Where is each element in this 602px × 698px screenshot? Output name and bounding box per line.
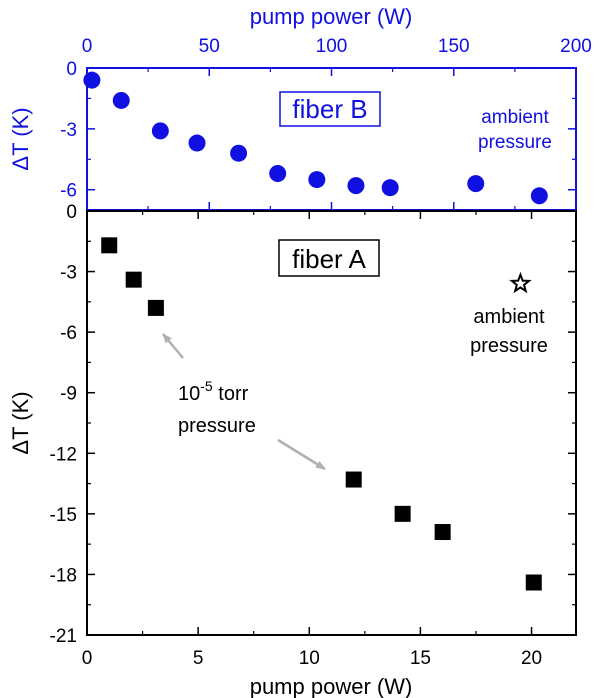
top-x-axis-label: pump power (W) [250, 4, 413, 29]
bottom-y-tick-label-zero: 0 [66, 202, 77, 223]
top-x-tick-label: 150 [438, 36, 470, 57]
fiber-b-label: fiber B [292, 94, 367, 124]
fiber-a-vacuum-point [525, 574, 542, 591]
fiber-b-point [467, 175, 485, 193]
bottom-ticks: 0 5 10 15 20-3-6-9-12-15-18-210 [50, 202, 576, 669]
fiber-b-point [151, 122, 169, 140]
fiber-a-label: fiber A [292, 244, 366, 274]
top-y-tick-label: -3 [60, 120, 77, 141]
fiber-b-point [269, 164, 287, 182]
top-y-tick-label: 0 [66, 59, 77, 80]
fiber-b-point [308, 171, 326, 189]
vacuum-note-base: 10 [178, 383, 200, 405]
vacuum-note-line1: 10-5 torr [178, 378, 249, 405]
bottom-y-tick-label: -9 [60, 384, 77, 405]
bottom-x-tick-label: 10 [299, 648, 320, 669]
vacuum-note-line2: pressure [178, 415, 256, 437]
top-y-tick-label: -6 [60, 181, 77, 202]
fiber-a-vacuum-point [125, 271, 142, 288]
vacuum-note-exponent: -5 [200, 378, 213, 394]
bottom-x-tick-label: 0 [82, 648, 93, 669]
bottom-y-tick-label: -6 [60, 323, 77, 344]
bottom-points [101, 237, 542, 591]
top-ambient-line2: pressure [478, 132, 552, 153]
fiber-a-vacuum-point [394, 505, 411, 522]
bottom-y-tick-label: -21 [50, 626, 77, 647]
fiber-b-point [188, 134, 206, 152]
fiber-b-point [230, 144, 248, 162]
arrow-to-high-power-points [277, 438, 326, 471]
fiber-b-point [530, 187, 548, 205]
fiber-b-point [381, 179, 399, 197]
top-ticks: 0 50 100 150 200 0 -3 -6 [60, 36, 592, 210]
top-y-axis-label: ΔT (K) [8, 107, 33, 170]
bottom-x-tick-label: 15 [410, 648, 431, 669]
vacuum-note-unit: torr [218, 383, 248, 405]
bottom-x-tick-label: 20 [521, 648, 542, 669]
fiber-a-label-box [278, 239, 380, 277]
bottom-y-tick-label: -15 [50, 505, 77, 526]
top-x-tick-label: 200 [560, 36, 592, 57]
bottom-y-tick-label: -18 [50, 565, 77, 586]
fiber-a-ambient-point [509, 271, 532, 294]
bottom-y-tick-label: -12 [50, 444, 77, 465]
fiber-a-vacuum-point [434, 524, 451, 541]
bottom-x-axis-label: pump power (W) [250, 674, 413, 698]
bottom-panel: 0 5 10 15 20-3-6-9-12-15-18-210 pump power (… [8, 202, 577, 698]
top-x-tick-label: 100 [316, 36, 348, 57]
fiber-a-vacuum-point [147, 299, 164, 316]
bottom-y-tick-label: -3 [60, 263, 77, 284]
top-x-tick-label: 50 [199, 36, 220, 57]
fiber-a-vacuum-point [101, 237, 118, 254]
top-ambient-line1: ambient [481, 107, 549, 128]
fiber-b-point [83, 71, 101, 89]
ambient-note-line2: pressure [470, 335, 548, 357]
arrow-to-low-power-points [162, 333, 184, 359]
fiber-a-vacuum-point [345, 471, 362, 488]
bottom-x-tick-label: 5 [193, 648, 204, 669]
fiber-b-point [347, 177, 365, 195]
bottom-y-axis-label: ΔT (K) [8, 391, 33, 454]
ambient-note-line1: ambient [473, 306, 545, 328]
fiber-b-point [112, 91, 130, 109]
top-x-tick-label: 0 [82, 36, 93, 57]
fiber-b-label-box [279, 91, 381, 127]
top-points [83, 71, 548, 205]
